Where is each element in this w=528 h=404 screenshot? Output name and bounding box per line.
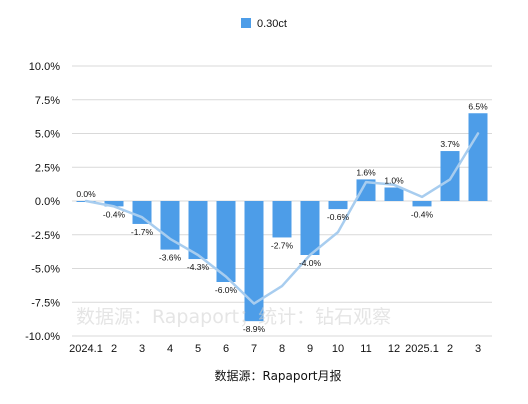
x-tick-label: 2 — [447, 343, 453, 355]
bar — [272, 201, 292, 238]
bar — [468, 113, 488, 201]
data-label: -2.7% — [271, 240, 294, 250]
data-labels: 0.0%-0.4%-1.7%-3.6%-4.3%-6.0%-8.9%-2.7%-… — [76, 101, 488, 334]
bar — [412, 201, 432, 207]
x-tick-label: 11 — [360, 343, 371, 355]
bar — [300, 201, 320, 255]
data-label: -6.0% — [215, 285, 238, 295]
y-tick-label: 2.5% — [35, 162, 60, 174]
bar — [132, 201, 152, 224]
data-label: -0.6% — [327, 212, 350, 222]
legend-label: 0.30ct — [257, 18, 287, 30]
x-tick-label: 5 — [195, 343, 201, 355]
x-tick-label: 2025.1 — [405, 343, 439, 355]
watermark: 数据源：Rapaport；统计：钻石观察 — [76, 306, 391, 328]
x-axis-title: 数据源：Rapaport月报 — [215, 368, 342, 383]
trend-line-group — [84, 132, 480, 305]
x-tick-label: 12 — [388, 343, 400, 355]
data-label: 3.7% — [440, 139, 460, 149]
x-tick-label: 2024.1 — [69, 343, 103, 355]
data-label: -0.4% — [103, 209, 126, 219]
x-tick-label: 8 — [279, 343, 285, 355]
data-label: 1.6% — [356, 167, 376, 177]
data-label: -8.9% — [243, 324, 266, 334]
y-tick-label: 0.0% — [35, 196, 60, 208]
data-label: 0.0% — [76, 189, 96, 199]
data-label: -0.4% — [411, 209, 434, 219]
y-tick-label: -7.5% — [31, 297, 60, 309]
x-tick-label: 4 — [167, 343, 173, 355]
x-tick-label: 2 — [111, 343, 117, 355]
x-tick-label: 10 — [332, 343, 344, 355]
x-tick-label: 3 — [139, 343, 145, 355]
bar — [244, 201, 264, 322]
bar — [356, 179, 376, 201]
x-axis-ticks: 2024.1 2 3 4 5 6 7 8 9 10 11 12 2025.1 2 3 — [69, 343, 481, 355]
bars — [76, 113, 488, 322]
data-label: 1.0% — [384, 176, 404, 186]
y-tick-label: -5.0% — [31, 264, 60, 276]
data-label: 6.5% — [468, 101, 488, 111]
data-label: -4.0% — [299, 258, 322, 268]
bar — [384, 187, 404, 201]
bar — [104, 201, 124, 207]
x-tick-label: 6 — [223, 343, 229, 355]
data-label: -4.3% — [187, 262, 210, 272]
data-label: -3.6% — [159, 253, 182, 263]
legend-swatch — [241, 18, 251, 28]
x-tick-label: 3 — [475, 343, 481, 355]
bar — [216, 201, 236, 282]
y-tick-label: 7.5% — [35, 95, 60, 107]
bar — [440, 151, 460, 201]
y-axis-ticks: 10.0% 7.5% 5.0% 2.5% 0.0% -2.5% -5.0% -7.5% -10.… — [25, 61, 60, 343]
y-tick-label: -10.0% — [25, 331, 60, 343]
x-tick-label: 7 — [251, 343, 257, 355]
trend-line — [84, 132, 480, 305]
legend: 0.30ct — [241, 18, 287, 30]
y-tick-label: 10.0% — [29, 61, 60, 73]
y-tick-label: -2.5% — [31, 230, 60, 242]
bar — [160, 201, 180, 250]
data-label: -1.7% — [131, 227, 154, 237]
bar — [328, 201, 348, 210]
x-tick-label: 9 — [307, 343, 313, 355]
y-tick-label: 5.0% — [35, 129, 60, 141]
bar — [188, 201, 208, 260]
